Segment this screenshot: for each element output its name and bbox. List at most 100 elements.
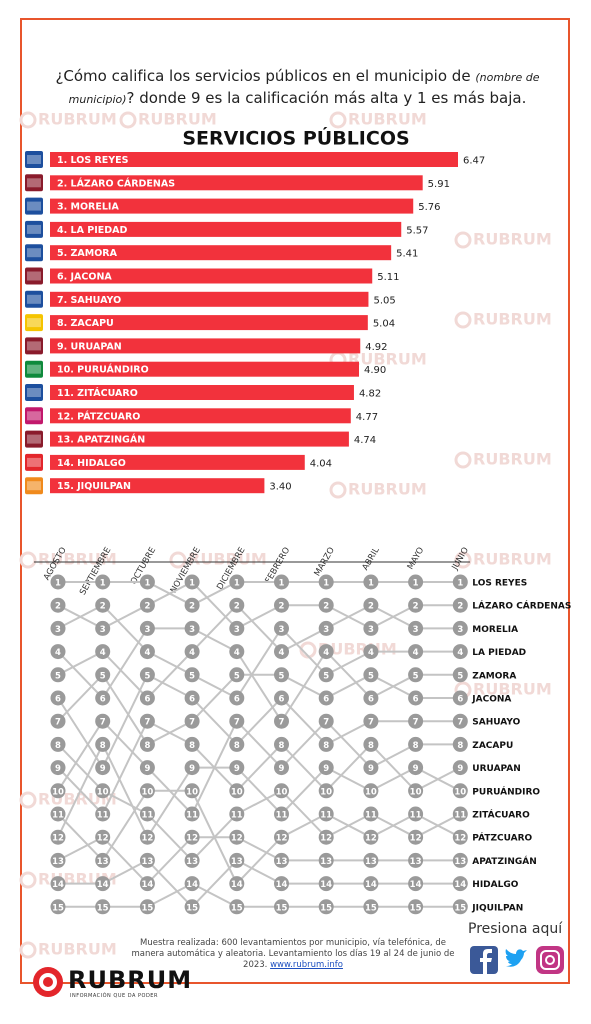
rank-node [318,760,334,776]
rank-label: 15 [320,903,332,913]
rank-line [58,882,461,908]
rank-label: 4 [234,648,240,658]
watermark: RUBRUM [138,110,217,129]
rank-label: 14 [97,880,109,890]
facebook-glyph [480,949,492,974]
rank-node [274,760,289,776]
rank-label: 15 [365,903,377,913]
bar [50,315,368,331]
watermark-ring [119,111,137,129]
watermark-ring [19,551,37,569]
value-label: 4.74 [354,435,376,446]
rank-node [50,760,66,776]
watermark-ring [329,481,347,499]
rank-node [274,644,289,660]
rank-label: 9 [234,764,240,774]
watermark: RUBRUM [348,350,427,369]
rank-node [408,644,424,660]
rank-node [229,667,245,683]
rank-node [184,736,200,752]
rank-label: 13 [320,857,332,867]
rank-label: 11 [97,811,109,821]
rank-node [452,644,468,660]
rank-node [274,597,289,613]
rank-node [363,806,379,822]
rank-node [50,620,66,636]
rank-node [139,899,155,915]
rank-label: 12 [231,834,243,844]
rank-node [408,597,424,613]
rank-node [229,736,245,752]
bar [50,454,305,470]
party-icon [25,151,43,168]
value-label: 5.05 [373,295,395,306]
rank-line [58,859,461,909]
rank-node [318,597,334,613]
rank-label: 9 [413,764,419,774]
rank-node [184,667,200,683]
rank-node [318,736,334,752]
party-icon-inner [27,178,41,188]
rank-node [363,644,379,660]
rank-label: 13 [52,857,64,867]
value-label: 3.40 [269,482,291,493]
rank-label: 7 [234,718,240,728]
rank-node [139,713,155,729]
legend-entry: LOS REYES [472,579,527,589]
rank-node [229,829,245,845]
legend-entry: LA PIEDAD [472,648,526,658]
rank-node [274,876,289,892]
rank-line [57,719,461,816]
rank-node [139,690,155,706]
rank-node [408,574,424,590]
rank-node [408,760,424,776]
rank-node [363,852,379,868]
rank-label: 4 [189,648,195,658]
rank-node [139,667,155,683]
rank-node [408,783,424,799]
twitter-icon[interactable] [505,949,527,967]
rank-node [274,574,289,590]
bar [50,338,361,354]
watermark-ring [454,231,472,249]
rank-node [50,690,66,706]
bar [50,268,373,284]
rank-label: 12 [186,834,198,844]
bar [50,361,359,377]
value-label: 5.11 [377,272,399,283]
rank-label: 15 [410,903,422,913]
rank-label: 13 [97,857,109,867]
rank-label: 6 [144,695,150,705]
party-icon [25,197,43,215]
rank-label: 7 [323,718,329,728]
rank-node [363,597,379,613]
rank-node [50,806,66,822]
rank-line [57,719,461,816]
rank-node [139,620,155,636]
legend-entry: LÁZARO CÁRDENAS [472,600,571,612]
rank-label: 5 [368,671,374,681]
rank-label: 12 [365,834,377,844]
value-label: 5.76 [418,202,440,213]
party-icon [25,290,43,308]
legend-entry: PURUÁNDIRO [472,785,540,797]
rank-node [184,783,200,799]
rank-node [184,852,200,868]
rank-node [139,644,155,660]
rank-node [50,899,66,915]
value-label: 5.57 [406,225,428,236]
rank-label: 6 [100,695,106,705]
rank-label: 15 [276,903,288,913]
rank-label: 10 [320,787,332,797]
instagram-glyph [540,950,560,970]
rank-label: 2 [189,602,195,612]
rank-node [363,899,379,915]
rank-label: 7 [144,718,150,728]
rank-label: 14 [52,880,64,890]
site-link[interactable]: www.rubrum.info [270,960,343,970]
rank-label: 8 [413,741,419,751]
rank-node [139,597,155,613]
rank-node [139,574,155,590]
